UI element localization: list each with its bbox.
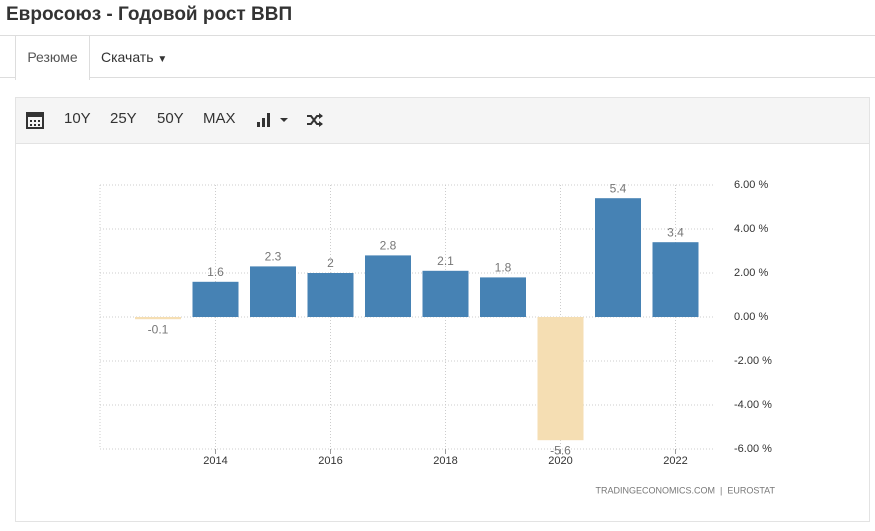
x-tick-label: 2018 xyxy=(433,455,457,467)
data-label: 1.8 xyxy=(495,261,512,275)
chart-panel: 10Y 25Y 50Y MAX xyxy=(15,97,870,522)
data-label: -5.6 xyxy=(550,443,571,457)
page-title: Евросоюз - Годовой рост ВВП xyxy=(6,4,293,25)
tab[interactable]: Резюме xyxy=(15,36,90,80)
y-tick-label: -2.00 % xyxy=(734,355,772,367)
data-label: -0.1 xyxy=(148,322,169,336)
data-label: 2 xyxy=(327,256,334,270)
toolbar: 10Y 25Y 50Y MAX xyxy=(16,98,869,144)
tab-label[interactable]: Скачать xyxy=(101,49,154,65)
bar xyxy=(250,266,296,317)
range-button[interactable]: 25Y xyxy=(110,110,137,127)
bar xyxy=(595,198,641,317)
x-tick-label: 2022 xyxy=(663,455,687,467)
x-tick-label: 2016 xyxy=(318,455,342,467)
range-button[interactable]: MAX xyxy=(203,110,236,127)
bar xyxy=(135,317,181,320)
data-label: 2.3 xyxy=(265,250,282,264)
data-label: 5.4 xyxy=(610,181,627,195)
bar xyxy=(537,317,584,441)
chart-type-icon[interactable] xyxy=(256,112,290,128)
range-button[interactable]: 10Y xyxy=(64,110,91,127)
bar xyxy=(480,277,526,317)
tab[interactable]: Скачать ▼ xyxy=(101,49,168,65)
bar xyxy=(307,273,354,317)
bar xyxy=(365,255,411,317)
tab-bar: Резюме Скачать ▼ xyxy=(0,35,875,80)
data-label: 3.4 xyxy=(667,225,684,239)
bar xyxy=(192,281,239,317)
source: TRADINGECONOMICS.COM | EUROSTAT xyxy=(595,485,775,495)
y-tick-label: 2.00 % xyxy=(734,267,768,279)
chart: -6.00 % -4.00 % -2.00 % 0.00 % 2.00 % 4.00 % 6… xyxy=(99,179,775,495)
data-label: 2.1 xyxy=(437,254,454,268)
y-tick-label: -4.00 % xyxy=(734,399,772,411)
x-tick-label: 2014 xyxy=(203,455,227,467)
x-tick-label: 2020 xyxy=(548,455,572,467)
calendar-icon[interactable] xyxy=(26,111,44,129)
y-tick-label: -6.00 % xyxy=(734,443,772,455)
data-label: 2.8 xyxy=(380,239,397,253)
data-label: 1.6 xyxy=(207,265,224,279)
bar xyxy=(422,270,469,317)
y-tick-label: 4.00 % xyxy=(734,223,768,235)
y-tick-label: 6.00 % xyxy=(734,179,768,191)
range-button[interactable]: 50Y xyxy=(157,110,184,127)
bar xyxy=(652,242,699,317)
shuffle-icon[interactable] xyxy=(306,112,324,128)
y-tick-label: 0.00 % xyxy=(734,311,768,323)
